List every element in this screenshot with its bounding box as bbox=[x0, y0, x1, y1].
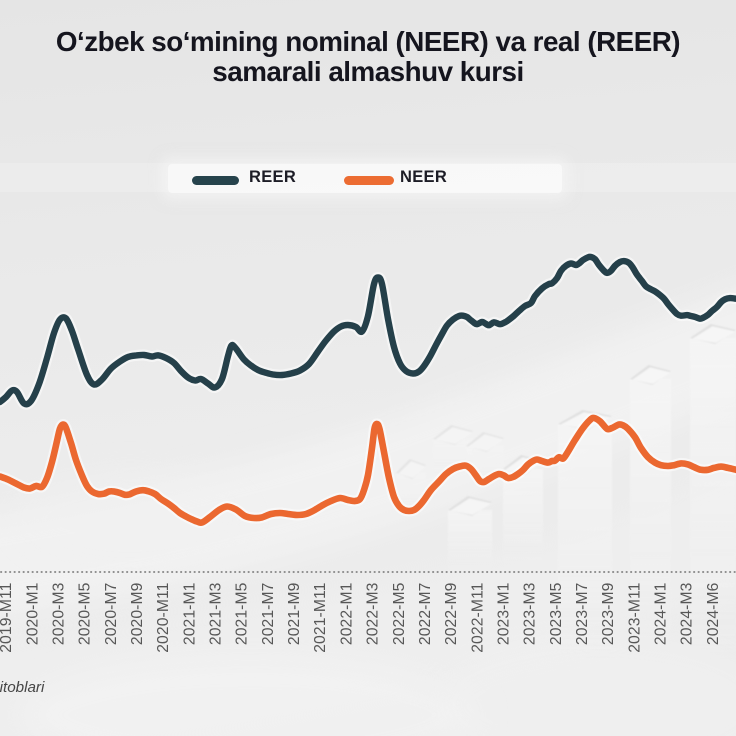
svg-text:2021-M9: 2021-M9 bbox=[286, 583, 303, 646]
svg-text:2024-M3: 2024-M3 bbox=[679, 582, 696, 645]
svg-text:2022-M9: 2022-M9 bbox=[443, 583, 460, 646]
svg-text:2020-M1: 2020-M1 bbox=[24, 583, 41, 646]
svg-text:2024-M6: 2024-M6 bbox=[705, 582, 722, 645]
svg-text:2021-M3: 2021-M3 bbox=[208, 582, 225, 645]
svg-text:2019-M11: 2019-M11 bbox=[0, 583, 15, 653]
svg-text:2021-M1: 2021-M1 bbox=[181, 583, 198, 646]
svg-text:2023-M7: 2023-M7 bbox=[574, 583, 591, 646]
svg-text:2021-M7: 2021-M7 bbox=[260, 583, 277, 646]
svg-text:2023-M9: 2023-M9 bbox=[600, 583, 617, 646]
svg-text:2020-M5: 2020-M5 bbox=[77, 582, 94, 645]
svg-text:2022-M3: 2022-M3 bbox=[365, 582, 382, 645]
svg-text:2023-M1: 2023-M1 bbox=[495, 583, 512, 646]
svg-text:2023-M3: 2023-M3 bbox=[522, 582, 539, 645]
svg-text:2023-M5: 2023-M5 bbox=[548, 582, 565, 645]
svg-text:2020-M9: 2020-M9 bbox=[129, 583, 146, 646]
svg-text:2021-M11: 2021-M11 bbox=[312, 583, 329, 653]
svg-text:2022-M11: 2022-M11 bbox=[469, 583, 486, 653]
svg-text:2022-M5: 2022-M5 bbox=[391, 582, 408, 645]
svg-text:2020-M11: 2020-M11 bbox=[155, 583, 172, 653]
svg-text:2021-M5: 2021-M5 bbox=[234, 582, 251, 645]
svg-text:2024-M1: 2024-M1 bbox=[653, 583, 670, 646]
svg-text:2020-M3: 2020-M3 bbox=[51, 582, 68, 645]
svg-text:2020-M7: 2020-M7 bbox=[103, 583, 120, 646]
svg-text:2022-M1: 2022-M1 bbox=[338, 583, 355, 646]
svg-text:2022-M7: 2022-M7 bbox=[417, 583, 434, 646]
svg-text:2023-M11: 2023-M11 bbox=[626, 583, 643, 653]
